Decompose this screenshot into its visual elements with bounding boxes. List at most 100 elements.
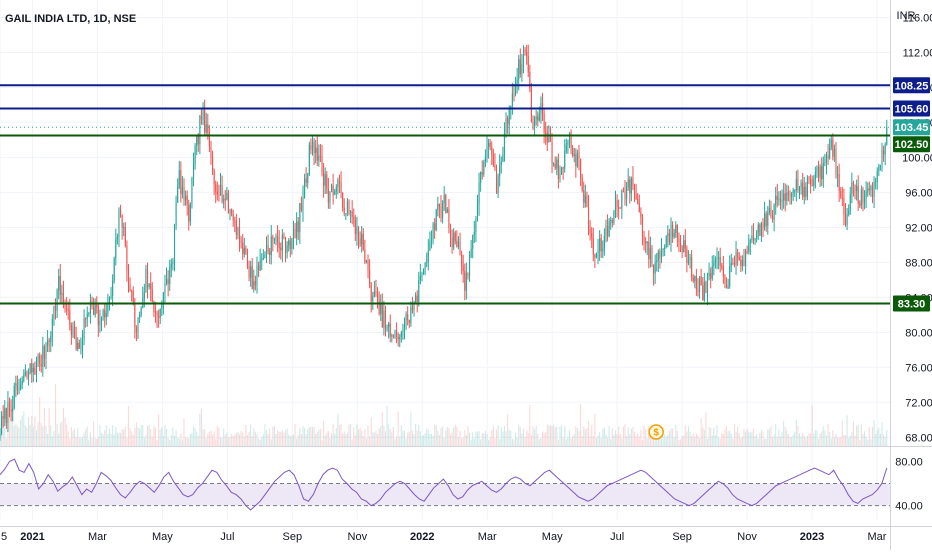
volume-bar bbox=[470, 439, 472, 446]
candle bbox=[13, 382, 15, 410]
time-tick-label: 2023 bbox=[800, 531, 824, 543]
volume-bar bbox=[318, 429, 320, 446]
candle-body bbox=[675, 224, 677, 233]
time-tick-label: May bbox=[152, 531, 173, 543]
candle-body bbox=[465, 272, 467, 291]
candle-body bbox=[40, 364, 42, 367]
candle bbox=[248, 260, 250, 282]
volume-bar bbox=[614, 430, 617, 446]
candle-body bbox=[854, 184, 856, 192]
candle bbox=[638, 194, 640, 213]
candle-body bbox=[684, 240, 686, 249]
candle bbox=[456, 230, 458, 248]
volume-bar bbox=[697, 435, 699, 446]
candle-body bbox=[37, 355, 39, 360]
candle-body bbox=[181, 186, 183, 195]
volume-bar bbox=[221, 437, 223, 446]
time-tick-label: Nov bbox=[348, 531, 368, 543]
candle bbox=[835, 142, 837, 179]
candle-body bbox=[691, 257, 693, 277]
price-tick-label: 68.00 bbox=[905, 432, 932, 444]
volume-bar bbox=[162, 435, 164, 446]
candle-body bbox=[81, 339, 84, 349]
volume-bar bbox=[112, 425, 114, 446]
volume-bar bbox=[635, 436, 637, 446]
candle bbox=[185, 190, 187, 206]
volume-bar bbox=[243, 436, 245, 446]
candle bbox=[210, 140, 212, 165]
volume-bar bbox=[83, 432, 85, 446]
candle-body bbox=[843, 197, 845, 215]
candle-body bbox=[188, 204, 190, 222]
candle-body bbox=[798, 187, 801, 191]
level-label-105.60[interactable]: 105.60 bbox=[893, 100, 930, 117]
candle bbox=[838, 163, 840, 202]
candle-body bbox=[351, 211, 353, 218]
candle-body bbox=[489, 142, 491, 148]
volume-bar bbox=[833, 437, 835, 446]
volume-bar bbox=[848, 437, 850, 446]
candle-body bbox=[833, 148, 835, 157]
candle-body bbox=[802, 182, 804, 197]
level-label-108.25[interactable]: 108.25 bbox=[893, 77, 930, 94]
volume-bar bbox=[319, 428, 321, 446]
candle-body bbox=[334, 191, 336, 195]
volume-bar bbox=[453, 427, 455, 446]
volume-bar bbox=[108, 428, 111, 446]
dividend-icon[interactable] bbox=[648, 424, 664, 440]
volume-bar bbox=[764, 439, 766, 446]
candle bbox=[29, 363, 31, 375]
volume-bar bbox=[264, 424, 266, 446]
volume-bar bbox=[304, 427, 306, 446]
volume-bar bbox=[629, 434, 631, 446]
candle bbox=[131, 289, 133, 302]
candle-body bbox=[534, 118, 536, 128]
candle bbox=[798, 185, 801, 199]
volume-bar bbox=[500, 427, 502, 446]
candle bbox=[795, 170, 797, 202]
candle-body bbox=[77, 342, 79, 350]
candle-body bbox=[226, 192, 228, 200]
price-tick-label: 80.00 bbox=[905, 327, 932, 339]
volume-bar bbox=[727, 431, 729, 446]
candle-body bbox=[246, 253, 249, 266]
volume-bar bbox=[495, 429, 498, 446]
level-label-102.50[interactable]: 102.50 bbox=[893, 136, 930, 153]
volume-bar bbox=[102, 434, 104, 446]
candle bbox=[613, 210, 615, 226]
volume-bar bbox=[250, 424, 252, 446]
candle-body bbox=[172, 261, 174, 264]
volume-bar bbox=[810, 433, 812, 446]
volume-bar bbox=[254, 431, 256, 446]
candle bbox=[181, 176, 183, 199]
level-label-83.30[interactable]: 83.30 bbox=[893, 295, 930, 312]
volume-bar bbox=[746, 429, 748, 446]
time-tick-label: Mar bbox=[868, 531, 887, 543]
volume-bar bbox=[819, 433, 821, 446]
time-axis[interactable]: 5 2021 Mar May Jul Sep Nov 2022 Mar May Jul Sep Nov 2… bbox=[1, 531, 887, 543]
last-price-label[interactable]: 103.45 bbox=[893, 119, 930, 136]
candle-body bbox=[527, 56, 529, 73]
volume-bar bbox=[307, 429, 309, 446]
candle bbox=[208, 125, 210, 153]
dividend-marker[interactable]: $ bbox=[648, 424, 664, 440]
candle-body bbox=[679, 242, 682, 247]
candle bbox=[231, 208, 233, 217]
candle bbox=[778, 191, 780, 206]
volume-bar bbox=[759, 432, 761, 446]
candle bbox=[434, 218, 436, 239]
candle-body bbox=[653, 264, 655, 274]
candle bbox=[102, 308, 104, 321]
candle bbox=[737, 248, 739, 266]
candle bbox=[729, 255, 731, 289]
candle bbox=[127, 264, 130, 293]
candle-body bbox=[825, 155, 828, 163]
candle bbox=[97, 304, 99, 337]
price-tick-label: 88.00 bbox=[905, 257, 932, 269]
candle-body bbox=[800, 182, 802, 188]
volume-bar bbox=[534, 429, 536, 446]
candle bbox=[70, 322, 72, 345]
candle-body bbox=[873, 182, 875, 198]
